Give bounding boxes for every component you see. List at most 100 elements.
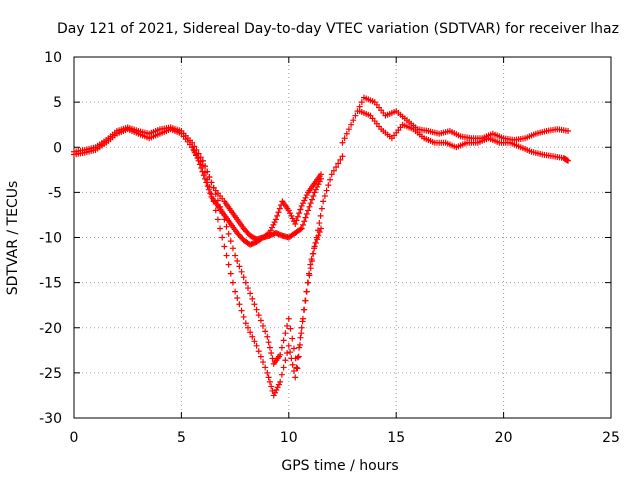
data-point-fill (219, 234, 226, 241)
data-point-fill (299, 221, 306, 228)
y-tick-label: 5 (53, 95, 62, 111)
data-point-fill (206, 174, 213, 181)
data-point-fill (234, 294, 241, 301)
data-point-fill (287, 325, 294, 332)
data-point-fill (341, 135, 348, 142)
data-point-fill (308, 196, 315, 203)
data-point-fill (227, 270, 234, 277)
data-point-fill (249, 333, 256, 340)
data-point (298, 324, 305, 331)
data-point-fill (327, 176, 334, 183)
y-tick-label: 0 (53, 140, 62, 156)
data-point-fill (268, 350, 275, 357)
data-point-fill (302, 214, 309, 221)
data-point-fill (358, 99, 365, 106)
data-point-fill (276, 205, 283, 212)
data-point-fill (282, 330, 289, 337)
data-point-fill (229, 279, 236, 286)
data-point-fill (297, 334, 304, 341)
data-point-fill (293, 364, 300, 371)
y-tick-label: -20 (39, 321, 62, 337)
data-point-fill (238, 268, 245, 275)
data-point (253, 342, 260, 349)
data-point-fill (308, 256, 315, 263)
data-point-fill (299, 318, 306, 325)
data-point-fill (247, 329, 254, 336)
data-point (292, 374, 299, 381)
data-point-fill (257, 353, 264, 360)
data-point-fill (307, 200, 314, 207)
data-point-fill (278, 371, 285, 378)
data-point (232, 288, 239, 295)
data-point-fill (296, 210, 303, 217)
data-point (339, 153, 346, 160)
data-point-fill (335, 160, 342, 167)
data-point (339, 139, 346, 146)
data-point-fill (280, 364, 287, 371)
tick-layer: 0 5 10 15 20 25 10 5 0 -5 -10 -15 -20 -25 -30 (39, 50, 620, 446)
data-point (242, 320, 249, 327)
chart-title: Day 121 of 2021, Sidereal Day-to-day VTE… (57, 21, 619, 37)
data-point (253, 306, 260, 313)
data-point-fill (238, 307, 245, 314)
data-point-fill (309, 250, 316, 257)
data-point-fill (208, 179, 215, 186)
data-point-fill (212, 207, 219, 214)
data-point-fill (295, 353, 302, 360)
data-point-fill (225, 230, 232, 237)
x-tick-label: 0 (70, 430, 79, 446)
data-point (221, 243, 228, 250)
data-point-fill (240, 274, 247, 281)
data-point-fill (301, 218, 308, 225)
data-point-fill (269, 224, 276, 231)
y-tick-label: -10 (39, 231, 62, 247)
data-point (264, 333, 271, 340)
data-point (300, 306, 307, 313)
data-point (199, 157, 206, 164)
data-point-fill (234, 257, 241, 264)
data-point-fill (294, 213, 301, 220)
data-point-fill (296, 341, 303, 348)
data-point-fill (345, 126, 352, 133)
data-point-fill (287, 210, 294, 217)
data-point (210, 198, 217, 205)
data-point-fill (274, 384, 281, 391)
data-point (305, 207, 312, 214)
data-point-fill (306, 203, 313, 210)
data-point-fill (204, 168, 211, 175)
data-point-fill (219, 210, 226, 217)
data-point-fill (288, 212, 295, 219)
data-point-fill (260, 359, 267, 366)
data-point (313, 234, 320, 241)
data-point (264, 369, 271, 376)
data-point-fill (310, 192, 317, 199)
data-point-fill (225, 261, 232, 268)
data-point-fill (312, 186, 319, 193)
data-point-fill (244, 324, 251, 331)
data-point-fill (193, 151, 200, 158)
data-point-fill (260, 322, 267, 329)
data-point-fill (217, 225, 224, 232)
data-point-fill (195, 155, 202, 162)
x-axis-label: GPS time / hours (281, 458, 398, 474)
data-point-fill (266, 378, 273, 385)
data-point-fill (223, 223, 230, 230)
data-point (292, 220, 299, 227)
data-point-fill (270, 221, 277, 228)
x-tick-label: 20 (495, 430, 513, 446)
data-point-fill (337, 156, 344, 163)
data-point-fill (318, 205, 325, 212)
data-point-fill (299, 200, 306, 207)
data-point-fill (265, 339, 272, 346)
data-point-fill (284, 322, 291, 329)
y-axis-label: SDTVAR / TECUs (5, 181, 21, 296)
data-point-fill (269, 355, 276, 362)
data-point-fill (262, 364, 269, 371)
data-point-fill (289, 335, 296, 342)
data-point-fill (202, 163, 209, 170)
grid-layer (74, 57, 611, 418)
x-tick-label: 10 (280, 430, 298, 446)
data-point (285, 315, 292, 322)
data-point-fill (305, 270, 312, 277)
